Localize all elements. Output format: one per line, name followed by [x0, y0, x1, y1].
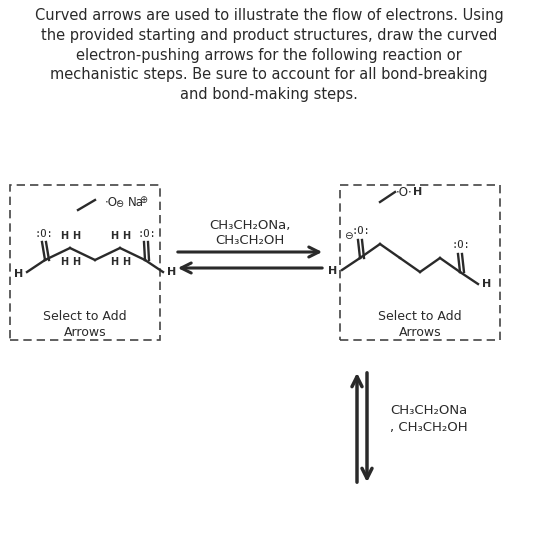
Text: H: H — [168, 267, 177, 277]
Text: CH₃CH₂OH: CH₃CH₂OH — [216, 233, 285, 246]
FancyBboxPatch shape — [10, 185, 160, 340]
Text: H: H — [328, 266, 337, 276]
Text: H: H — [72, 231, 80, 241]
Text: :O:: :O: — [34, 229, 53, 239]
Text: ⋅O⋅: ⋅O⋅ — [105, 197, 122, 210]
Text: H: H — [60, 231, 68, 241]
Text: H: H — [15, 269, 24, 279]
Text: CH₃CH₂ONa,: CH₃CH₂ONa, — [209, 219, 291, 232]
Text: ⊖: ⊖ — [115, 199, 123, 209]
Text: ⊖: ⊖ — [344, 231, 353, 241]
Text: Select to Add
Arrows: Select to Add Arrows — [43, 310, 127, 339]
Text: , CH₃CH₂OH: , CH₃CH₂OH — [390, 421, 468, 434]
Text: H: H — [110, 257, 118, 267]
Text: CH₃CH₂ONa: CH₃CH₂ONa — [390, 404, 467, 417]
Text: H: H — [122, 257, 130, 267]
Text: :O:: :O: — [452, 240, 471, 250]
Text: :O:: :O: — [351, 226, 370, 236]
Text: Select to Add
Arrows: Select to Add Arrows — [378, 310, 462, 339]
Text: :O:: :O: — [137, 229, 156, 239]
Text: ⊕: ⊕ — [139, 195, 147, 205]
Text: H: H — [110, 231, 118, 241]
FancyBboxPatch shape — [340, 185, 500, 340]
Text: Curved arrows are used to illustrate the flow of electrons. Using
the provided s: Curved arrows are used to illustrate the… — [34, 8, 503, 102]
Text: H: H — [413, 187, 422, 197]
Text: H: H — [122, 231, 130, 241]
Text: H: H — [72, 257, 80, 267]
Text: ⋅O⋅: ⋅O⋅ — [396, 185, 413, 198]
Text: Na: Na — [128, 196, 144, 209]
Text: H: H — [482, 279, 492, 289]
Text: H: H — [60, 257, 68, 267]
